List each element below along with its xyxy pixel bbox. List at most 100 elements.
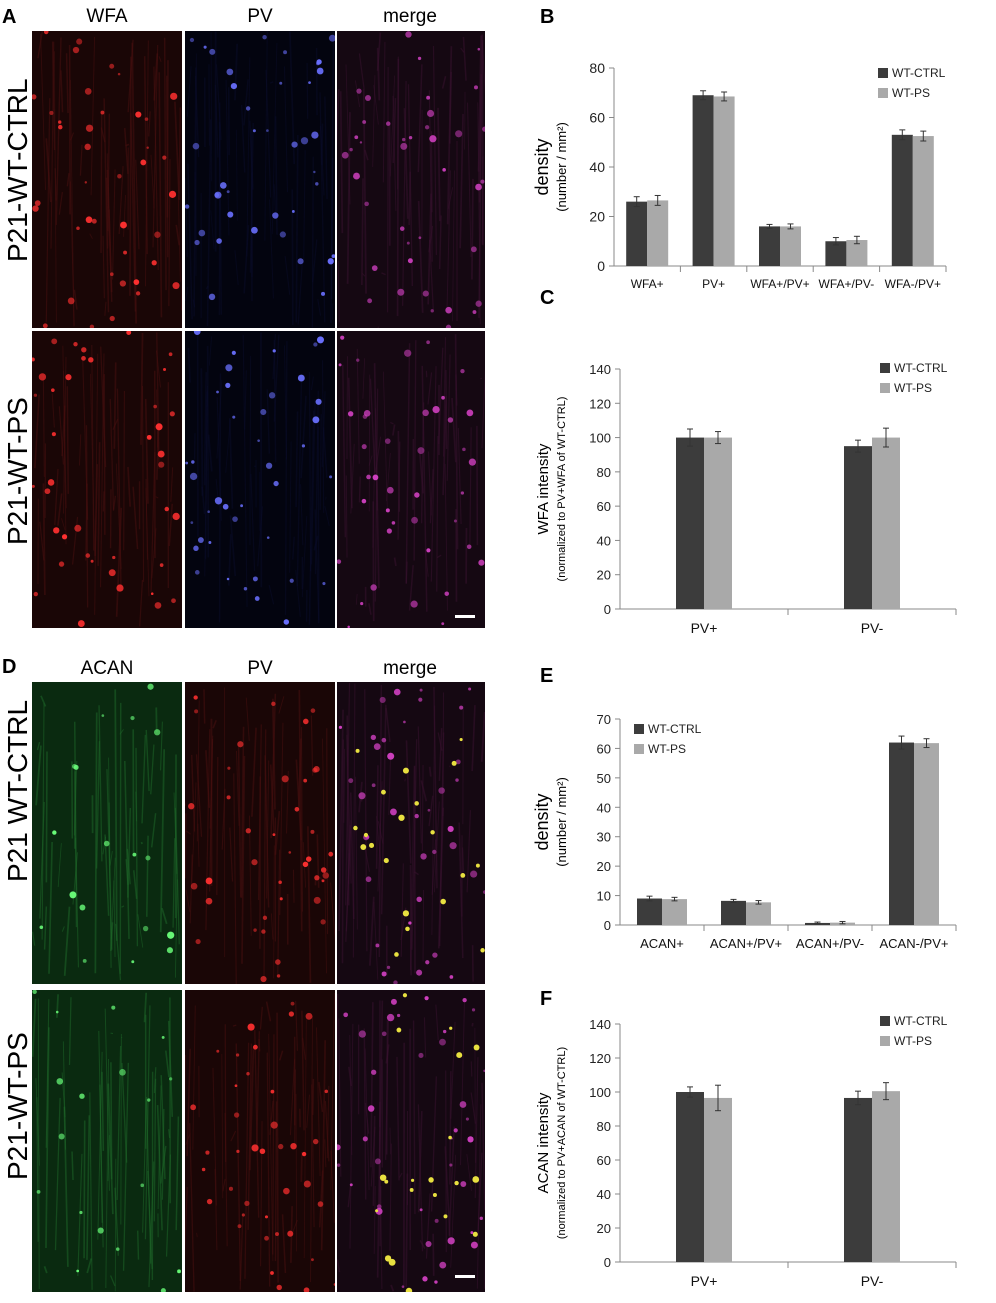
y-tick-label: 10 xyxy=(597,889,611,904)
bar-wt-ps xyxy=(714,96,735,266)
y-tick-label: 80 xyxy=(597,1119,611,1134)
chart-svg: 010203040506070ACAN+ACAN+/PV+ACAN+/PV-AC… xyxy=(510,705,996,965)
category-label: WFA+ xyxy=(631,277,664,291)
row-label-ctrl-d: P21 WT-CTRL xyxy=(2,700,34,882)
panel-label-a: A xyxy=(2,6,16,29)
legend-label-wt-ctrl: WT-CTRL xyxy=(894,1014,948,1028)
bar-wt-ps xyxy=(780,226,801,266)
y-tick-label: 60 xyxy=(589,110,605,126)
micrograph-d-r1-c1 xyxy=(185,990,335,1292)
micrograph-d-r0-c0 xyxy=(32,682,182,984)
category-label: ACAN-/PV+ xyxy=(880,936,949,951)
micrograph-a-r1-c2 xyxy=(337,331,485,628)
y-axis-label: density xyxy=(532,793,552,850)
micrograph-d-r1-c2 xyxy=(337,990,485,1292)
bar-wt-ctrl xyxy=(693,95,714,266)
y-tick-label: 140 xyxy=(589,362,611,377)
y-tick-label: 30 xyxy=(597,830,611,845)
micrograph-d-r0-c2 xyxy=(337,682,485,984)
legend-label-wt-ps: WT-PS xyxy=(892,86,930,100)
y-tick-label: 20 xyxy=(589,209,605,225)
bar-wt-ctrl xyxy=(721,901,746,925)
bar-wt-ctrl xyxy=(759,226,780,266)
y-tick-label: 70 xyxy=(597,712,611,727)
y-axis-label: density xyxy=(532,138,552,195)
y-tick-label: 20 xyxy=(597,1221,611,1236)
category-label: ACAN+ xyxy=(640,936,684,951)
panel-label-e: E xyxy=(540,665,553,688)
y-tick-label: 60 xyxy=(597,1153,611,1168)
category-label: WFA+/PV- xyxy=(819,277,875,291)
legend-swatch xyxy=(634,744,644,754)
bar-wt-ctrl xyxy=(637,899,662,925)
row-label-ps-d: P21-WT-PS xyxy=(2,1032,34,1180)
y-tick-label: 20 xyxy=(597,568,611,583)
legend-swatch xyxy=(880,1016,890,1026)
panel-label-c: C xyxy=(540,287,554,310)
y-tick-label: 120 xyxy=(589,396,611,411)
bar-wt-ctrl xyxy=(844,1098,872,1262)
column-title-acan: ACAN xyxy=(32,658,182,680)
micrograph-d-r1-c0 xyxy=(32,990,182,1292)
y-tick-label: 0 xyxy=(604,1255,611,1270)
scale-bar xyxy=(455,615,475,618)
chart-svg: 020406080WFA+PV+WFA+/PV+WFA+/PV-WFA-/PV+… xyxy=(510,50,996,300)
legend-label-wt-ps: WT-PS xyxy=(894,381,932,395)
micrograph-d-r0-c1 xyxy=(185,682,335,984)
legend-swatch xyxy=(880,383,890,393)
row-label-ps: P21-WT-PS xyxy=(2,397,34,545)
y-tick-label: 40 xyxy=(597,533,611,548)
y-tick-label: 100 xyxy=(589,1085,611,1100)
bar-wt-ps xyxy=(704,1098,732,1262)
bar-wt-ctrl xyxy=(676,438,704,609)
bar-wt-ctrl xyxy=(844,446,872,609)
legend-swatch xyxy=(880,363,890,373)
category-label: PV+ xyxy=(691,620,718,636)
y-tick-label: 100 xyxy=(589,431,611,446)
micrograph-a-r0-c0 xyxy=(32,31,182,328)
micrograph-a-r0-c2 xyxy=(337,31,485,328)
y-tick-label: 80 xyxy=(589,60,605,76)
category-label: PV+ xyxy=(702,277,725,291)
bar-wt-ps xyxy=(872,438,900,609)
micrograph-a-r1-c1 xyxy=(185,331,335,628)
bar-wt-ctrl xyxy=(889,743,914,925)
column-title-pv-d: PV xyxy=(185,658,335,680)
bar-wt-ps xyxy=(704,438,732,609)
y-axis-sublabel: (normalized to PV+WFA of WT-CTRL) xyxy=(556,397,568,582)
y-tick-label: 60 xyxy=(597,741,611,756)
y-tick-label: 0 xyxy=(597,258,605,274)
category-label: PV- xyxy=(861,1273,884,1289)
y-axis-sublabel: (normalized to PV+ACAN of WT-CTRL) xyxy=(556,1047,568,1239)
panel-label-d: D xyxy=(2,656,16,679)
scale-bar xyxy=(455,1275,475,1278)
legend-label-wt-ctrl: WT-CTRL xyxy=(894,361,948,375)
bar-wt-ctrl xyxy=(892,135,913,266)
bar-wt-ctrl xyxy=(676,1092,704,1262)
category-label: PV+ xyxy=(691,1273,718,1289)
micrograph-a-r1-c0 xyxy=(32,331,182,628)
y-tick-label: 50 xyxy=(597,771,611,786)
y-tick-label: 140 xyxy=(589,1017,611,1032)
category-label: WFA-/PV+ xyxy=(885,277,941,291)
legend-label-wt-ps: WT-PS xyxy=(648,742,686,756)
y-tick-label: 80 xyxy=(597,465,611,480)
legend-swatch xyxy=(634,724,644,734)
column-title-wfa: WFA xyxy=(32,6,182,28)
y-tick-label: 40 xyxy=(589,159,605,175)
bar-wt-ctrl xyxy=(626,202,647,266)
column-title-merge-d: merge xyxy=(335,658,485,680)
row-label-ctrl: P21-WT-CTRL xyxy=(2,78,34,262)
y-axis-sublabel: (number / mm²) xyxy=(554,777,569,867)
micrograph-a-r0-c1 xyxy=(185,31,335,328)
y-tick-label: 40 xyxy=(597,1187,611,1202)
bar-wt-ps xyxy=(647,200,668,266)
y-tick-label: 20 xyxy=(597,859,611,874)
legend-label-wt-ctrl: WT-CTRL xyxy=(892,66,946,80)
bar-wt-ps xyxy=(662,899,687,925)
